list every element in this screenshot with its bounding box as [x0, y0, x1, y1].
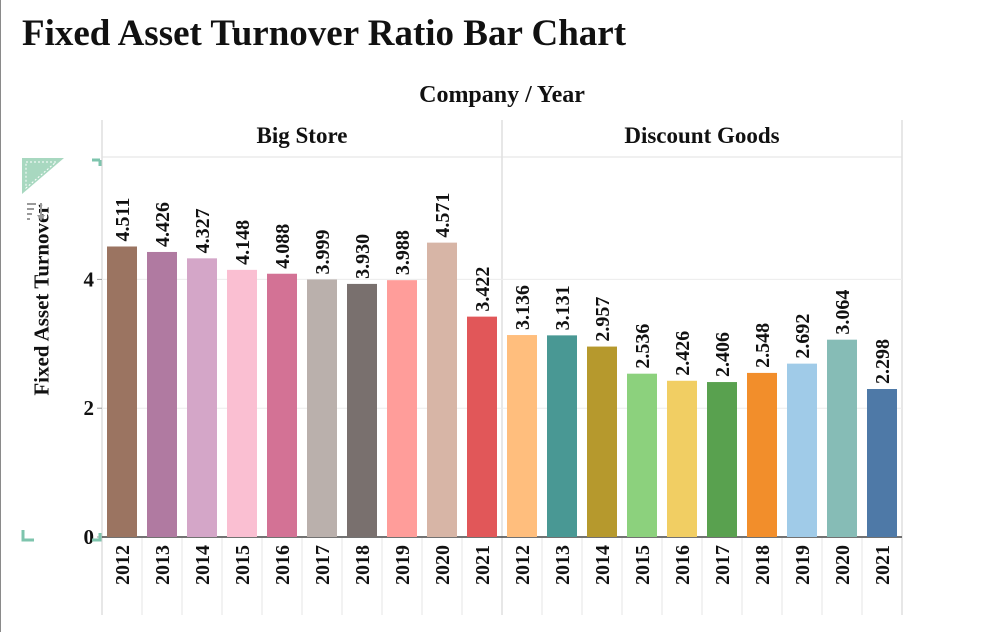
group-header[interactable]: Big Store	[257, 123, 348, 148]
data-label: 3.064	[832, 290, 854, 335]
x-tick-label: 2018	[752, 545, 774, 585]
x-tick-label: 2021	[472, 545, 494, 585]
bar[interactable]	[787, 363, 817, 537]
bar[interactable]	[667, 380, 697, 537]
bar[interactable]	[267, 273, 297, 537]
bar[interactable]	[347, 283, 377, 537]
corner-marker-icon[interactable]	[22, 158, 64, 194]
page-title: Fixed Asset Turnover Ratio Bar Chart	[22, 13, 627, 54]
x-tick-label: 2021	[872, 545, 894, 585]
x-tick-label: 2015	[232, 545, 254, 585]
data-label: 4.088	[272, 224, 294, 269]
x-tick-label: 2014	[592, 545, 614, 585]
bracket-bottom-right-icon	[92, 533, 102, 542]
x-tick-label: 2020	[832, 545, 854, 585]
bar[interactable]	[507, 335, 537, 537]
bracket-top-icon	[92, 158, 102, 166]
data-label: 2.536	[632, 324, 654, 369]
left-border	[0, 0, 1, 632]
bracket-bottom-left-icon	[21, 530, 34, 542]
bar[interactable]	[147, 251, 177, 537]
group-header[interactable]: Discount Goods	[624, 123, 779, 148]
x-tick-label: 2019	[792, 545, 814, 585]
bar[interactable]	[627, 373, 657, 537]
bar[interactable]	[107, 246, 137, 538]
data-label: 4.426	[152, 202, 174, 247]
bar[interactable]	[747, 372, 777, 537]
bar[interactable]	[467, 316, 497, 537]
data-label: 3.131	[552, 285, 574, 330]
bar[interactable]	[707, 382, 737, 537]
bar[interactable]	[867, 389, 897, 537]
x-tick-label: 2013	[152, 545, 174, 585]
x-tick-label: 2016	[272, 545, 294, 585]
x-tick-label: 2018	[352, 545, 374, 585]
bar[interactable]	[187, 258, 217, 537]
y-tick-label: 0	[84, 525, 95, 549]
column-header-title: Company / Year	[419, 82, 585, 108]
bar[interactable]	[307, 279, 337, 537]
data-label: 3.988	[392, 230, 414, 275]
data-label: 3.930	[352, 234, 374, 279]
bar[interactable]	[827, 339, 857, 537]
data-label: 4.148	[232, 220, 254, 265]
data-label: 4.571	[432, 193, 454, 238]
x-tick-label: 2019	[392, 545, 414, 585]
x-tick-label: 2017	[312, 545, 334, 585]
data-label: 2.406	[712, 332, 734, 377]
data-label: 2.298	[872, 339, 894, 384]
data-label: 2.957	[592, 297, 614, 342]
data-label: 4.511	[112, 198, 134, 242]
data-label: 4.327	[192, 208, 214, 253]
data-label: 2.548	[752, 323, 774, 368]
x-tick-label: 2012	[112, 545, 134, 585]
data-label: 3.999	[312, 229, 334, 274]
data-label: 3.422	[472, 267, 494, 312]
y-tick-label: 4	[84, 267, 95, 291]
bar[interactable]	[427, 242, 457, 537]
bar[interactable]	[387, 280, 417, 537]
x-tick-label: 2012	[512, 545, 534, 585]
bar[interactable]	[587, 346, 617, 537]
x-tick-label: 2014	[192, 545, 214, 585]
y-tick-label: 2	[84, 396, 95, 420]
x-tick-label: 2017	[712, 545, 734, 585]
bar[interactable]	[227, 269, 257, 537]
data-label: 3.136	[512, 285, 534, 330]
bar[interactable]	[547, 335, 577, 537]
x-tick-label: 2016	[672, 545, 694, 585]
data-label: 2.692	[792, 314, 814, 359]
x-tick-label: 2020	[432, 545, 454, 585]
x-tick-label: 2013	[552, 545, 574, 585]
data-label: 2.426	[672, 331, 694, 376]
sort-icon[interactable]	[26, 200, 46, 222]
x-tick-label: 2015	[632, 545, 654, 585]
